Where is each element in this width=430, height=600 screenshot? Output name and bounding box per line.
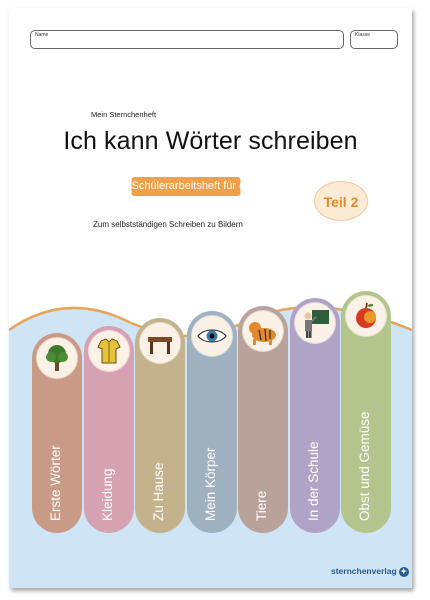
name-label: Name [35,32,49,38]
category-item[interactable]: In der Schule [290,298,340,533]
category-label: Obst und Gemüse [357,411,372,521]
category-item[interactable]: Obst und Gemüse [341,291,391,533]
category-label: Tiere [254,490,269,521]
publisher-name: sternchenverlag [331,566,397,576]
page-title: Ich kann Wörter schreiben [63,127,358,155]
name-field[interactable]: Name [30,30,344,49]
star-icon: ✦ [398,566,409,577]
tree-icon [37,338,77,378]
category-item[interactable]: Tiere [238,306,288,533]
category-label: Mein Körper [203,447,218,521]
class-label: Klasse [355,32,371,38]
shirt-icon [89,331,129,371]
teacher-icon [295,303,335,343]
series-name: Mein Sternchenheft [91,110,157,119]
cover-page: Name Klasse Mein Sternchenheft Ich kann … [9,8,412,588]
tiger-icon [243,311,283,351]
category-item[interactable]: Erste Wörter [32,333,82,533]
publisher-logo: sternchenverlag ✦ [331,566,409,577]
grade-badge: Schülerarbeitsheft für die 1. Klasse [131,177,302,196]
category-item[interactable]: Zu Hause [135,318,185,533]
part-badge: Teil 2 [314,181,368,221]
table-icon [140,323,180,363]
class-field[interactable]: Klasse [350,30,398,49]
eye-icon [192,316,232,356]
category-label: Kleidung [100,468,115,521]
apple-icon [346,296,386,336]
subtitle: Zum selbstständigen Schreiben zu Bildern [93,220,243,229]
category-item[interactable]: Kleidung [84,326,134,533]
category-item[interactable]: Mein Körper [187,311,237,533]
category-label: In der Schule [306,441,321,521]
category-label: Zu Hause [151,462,166,521]
category-label: Erste Wörter [48,445,63,521]
